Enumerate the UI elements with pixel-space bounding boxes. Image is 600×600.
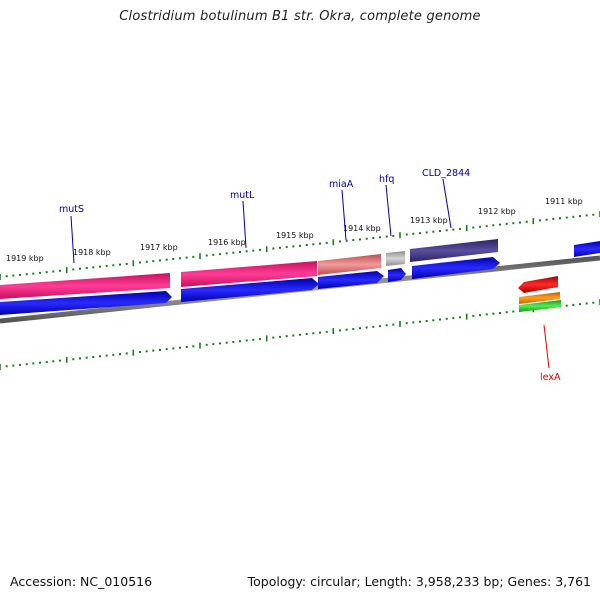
mutS-leader-line xyxy=(70,215,75,264)
inner-ruler xyxy=(0,299,600,370)
tick-label-1917: 1917 kbp xyxy=(140,243,178,252)
genome-summary-text: Topology: circular; Length: 3,958,233 bp… xyxy=(247,574,591,589)
tick-label-1911: 1911 kbp xyxy=(545,197,583,206)
lexA-category-arrow xyxy=(518,276,558,293)
tick-label-1914: 1914 kbp xyxy=(343,224,381,233)
outer-ruler xyxy=(0,211,600,280)
gene-label-hfq: hfq xyxy=(379,174,394,185)
tick-label-1915: 1915 kbp xyxy=(276,231,314,240)
miaA-category-bar xyxy=(318,254,381,275)
lexA-category-bar-green xyxy=(519,300,561,312)
mutS-category-bar xyxy=(0,273,170,299)
mutS-cds-arrow xyxy=(0,291,172,315)
mutL-category-bar xyxy=(181,261,317,287)
tick-label-1916: 1916 kbp xyxy=(208,238,246,247)
CLD_2844-cds-arrow xyxy=(412,257,500,279)
hfq-cds-arrow xyxy=(388,268,406,282)
mutL-leader-line xyxy=(242,200,247,249)
tick-label-1912: 1912 kbp xyxy=(478,207,516,216)
CLD_2844-leader-line xyxy=(442,178,452,229)
CLD_2844-category-bar xyxy=(410,239,498,262)
tick-label-1918: 1918 kbp xyxy=(73,248,111,257)
mutL-cds-arrow xyxy=(181,278,319,302)
tick-label-1913: 1913 kbp xyxy=(410,216,448,225)
gene-label-mutL: mutL xyxy=(230,190,255,201)
miaA-cds-arrow xyxy=(318,271,384,289)
lexA-leader-line xyxy=(543,324,550,369)
gene-label-mutS: mutS xyxy=(59,204,84,215)
lexA-category-bar-orange xyxy=(519,292,560,304)
gene-label-lexA: lexA xyxy=(540,372,561,383)
gene-label-miaA: miaA xyxy=(329,179,354,190)
hfq-leader-line xyxy=(385,184,392,237)
miaA-leader-line xyxy=(341,189,347,241)
accession-text: Accession: NC_010516 xyxy=(10,574,153,589)
hfq-category-bar xyxy=(386,251,405,266)
genome-title: Clostridium botulinum B1 str. Okra, comp… xyxy=(119,9,481,24)
tick-label-1919: 1919 kbp xyxy=(6,254,44,263)
offscreen-cds-arrow xyxy=(574,241,600,257)
gene-label-CLD_2844: CLD_2844 xyxy=(422,168,470,179)
